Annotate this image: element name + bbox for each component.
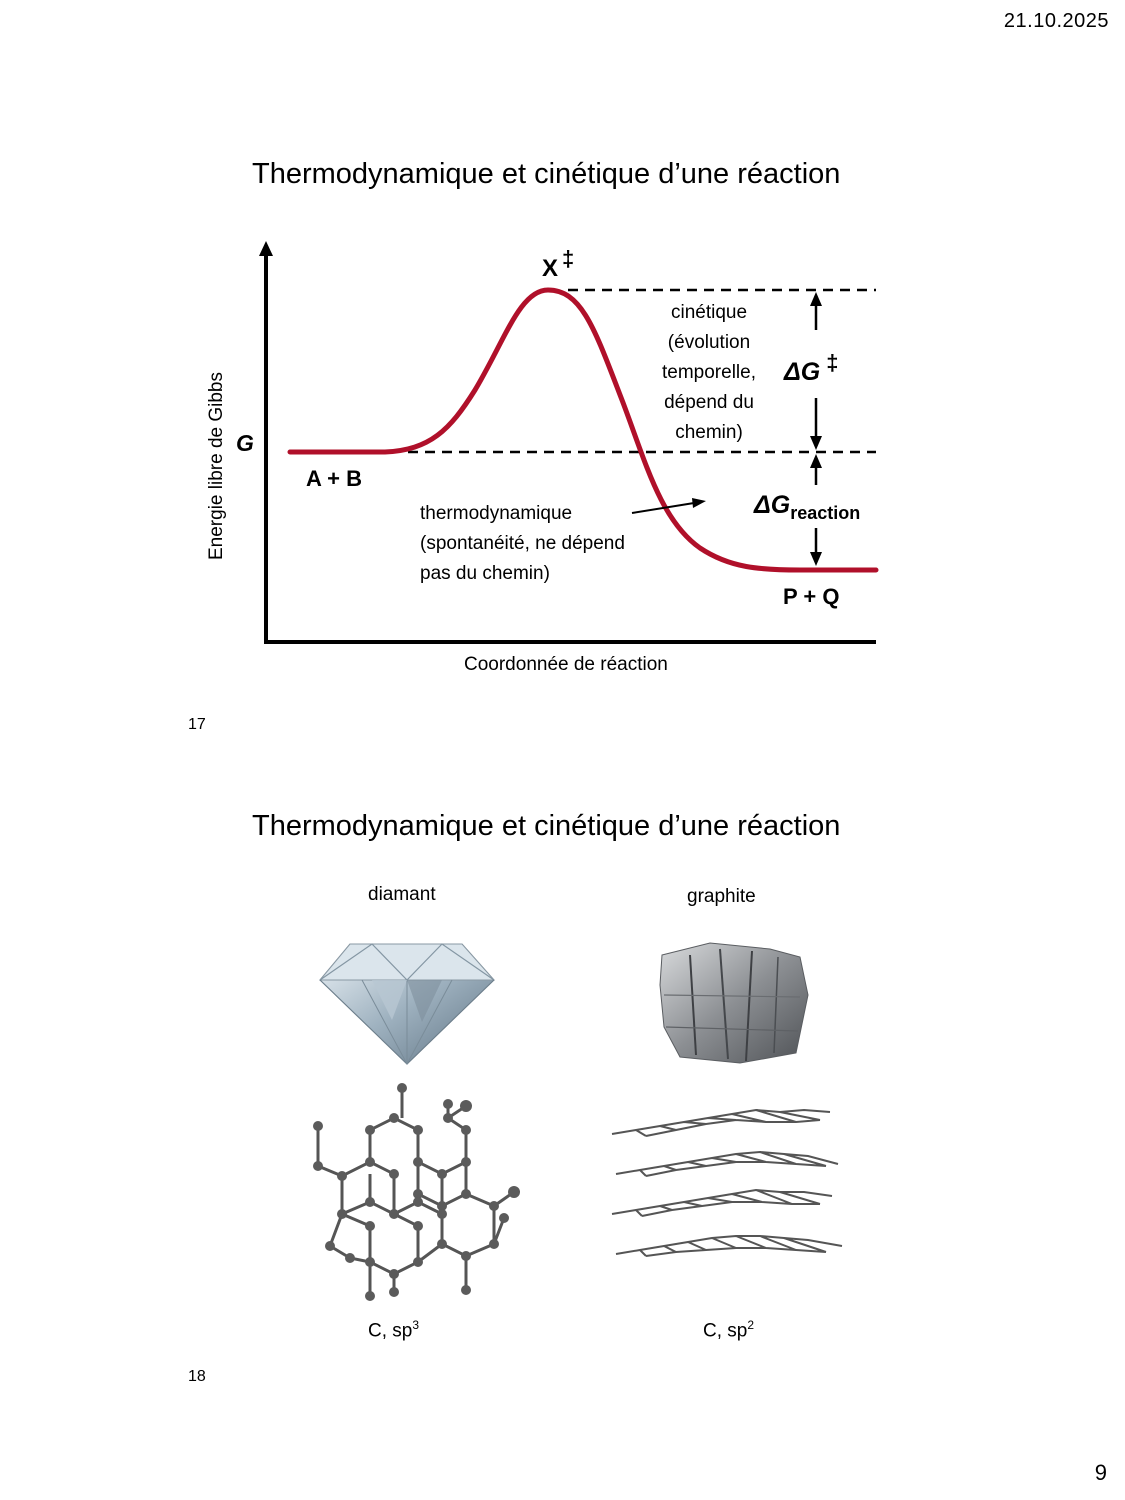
slide-17-number: 17 <box>188 716 206 733</box>
date: 21.10.2025 <box>1003 10 1109 32</box>
graphite-label: graphite <box>687 886 756 907</box>
slide-18-title: Thermodynamique et cinétique d’une réact… <box>252 810 841 842</box>
graphite-rock-image <box>659 942 809 1064</box>
delta-g-reaction-label: ΔGreaction <box>754 491 861 523</box>
y-axis-label: Energie libre de Gibbs <box>206 372 227 560</box>
g-axis-symbol: G <box>236 430 254 456</box>
delta-g-activation-label: ΔG ‡ <box>784 350 839 386</box>
transition-state-label: X ‡ <box>542 246 575 282</box>
graphite-layers-model <box>611 1108 843 1257</box>
slide-17-title: Thermodynamique et cinétique d’une réact… <box>252 158 841 190</box>
gibbs-energy-diagram <box>259 241 879 644</box>
graphite-hybridization-caption: C, sp2 <box>703 1318 755 1342</box>
thermodynamics-note: thermodynamique (spontanéité, ne dépend … <box>420 503 625 584</box>
page-number: 9 <box>1094 1460 1107 1485</box>
x-axis-label: Coordonnée de réaction <box>464 654 668 675</box>
reactants-label: A + B <box>306 466 363 491</box>
diamond-hybridization-caption: C, sp3 <box>368 1318 420 1342</box>
products-label: P + Q <box>783 584 840 609</box>
diamond-label: diamant <box>368 884 436 905</box>
kinetics-note: cinétique (évolution temporelle, dépend … <box>662 302 756 443</box>
y-axis-arrow <box>259 241 273 256</box>
energy-curve <box>287 287 879 573</box>
thermo-pointer-arrow <box>631 502 695 514</box>
diamond-gem-image <box>318 943 496 1066</box>
diamond-lattice-model <box>313 1083 520 1301</box>
slide-18-number: 18 <box>188 1368 206 1385</box>
